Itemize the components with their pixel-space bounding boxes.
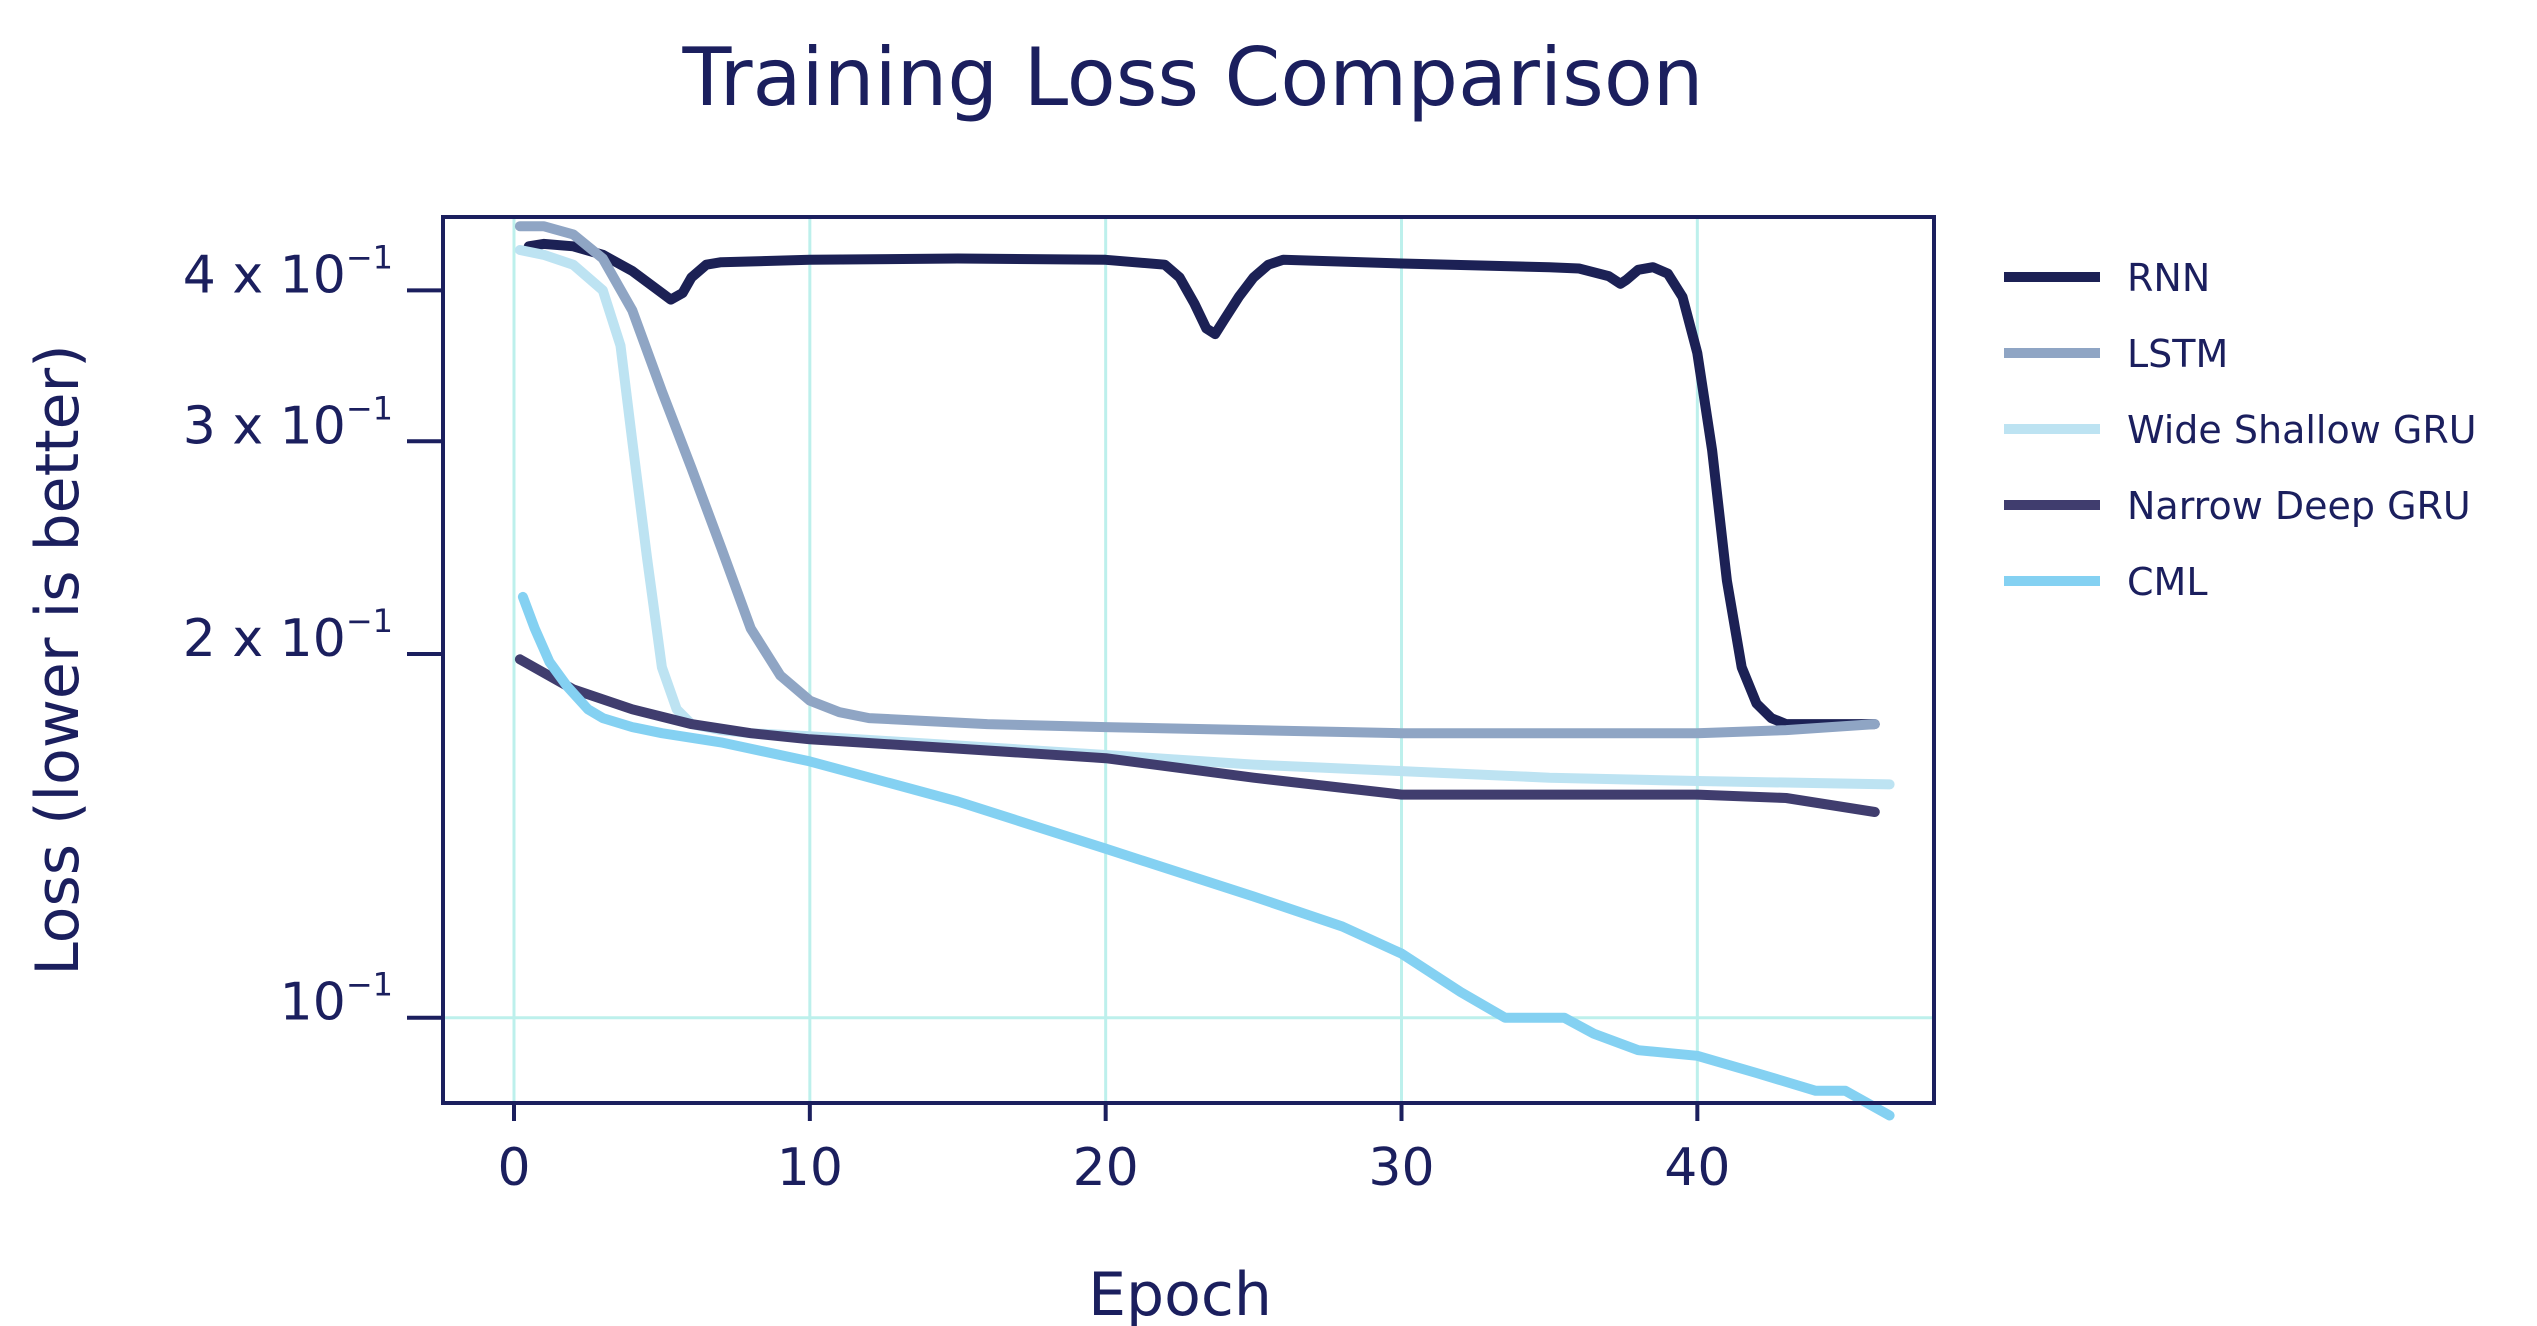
x-tick-label-3: 30 bbox=[1368, 1138, 1434, 1198]
x-tick-label-4: 40 bbox=[1664, 1138, 1730, 1198]
legend-label-1: LSTM bbox=[2127, 332, 2228, 376]
series-line-rnn bbox=[523, 238, 1880, 730]
x-axis-ticks: 0 10 20 30 40 bbox=[497, 1103, 1730, 1198]
legend-label-2: Wide Shallow GRU bbox=[2127, 408, 2477, 452]
grid bbox=[443, 217, 1934, 1103]
x-axis-label: Epoch bbox=[1088, 1260, 1272, 1326]
y-axis-ticks: 10−1 2 x 10−1 3 x 10−1 4 x 10−1 bbox=[183, 238, 443, 1033]
legend-label-4: CML bbox=[2127, 560, 2208, 604]
y-axis-label: Loss (lower is better) bbox=[23, 344, 93, 975]
series-line-cml bbox=[517, 591, 1895, 1121]
legend: RNN LSTM Wide Shallow GRU Narrow Deep GRU CM… bbox=[2004, 256, 2477, 604]
y-tick-label-0: 10−1 bbox=[280, 966, 393, 1033]
legend-label-3: Narrow Deep GRU bbox=[2127, 484, 2471, 528]
y-tick-label-3: 4 x 10−1 bbox=[183, 238, 393, 305]
y-tick-label-1: 2 x 10−1 bbox=[183, 602, 393, 669]
plot-frame bbox=[441, 215, 1936, 1105]
x-tick-label-2: 20 bbox=[1073, 1138, 1139, 1198]
x-tick-label-1: 10 bbox=[777, 1138, 843, 1198]
chart-title: Training Loss Comparison bbox=[682, 31, 1704, 124]
series-lines bbox=[514, 221, 1895, 1121]
legend-label-0: RNN bbox=[2127, 256, 2210, 300]
series-line-narrow-deep-gru bbox=[514, 654, 1880, 817]
y-tick-label-2: 3 x 10−1 bbox=[183, 389, 393, 456]
x-tick-label-0: 0 bbox=[497, 1138, 530, 1198]
series-line-lstm bbox=[514, 221, 1880, 739]
